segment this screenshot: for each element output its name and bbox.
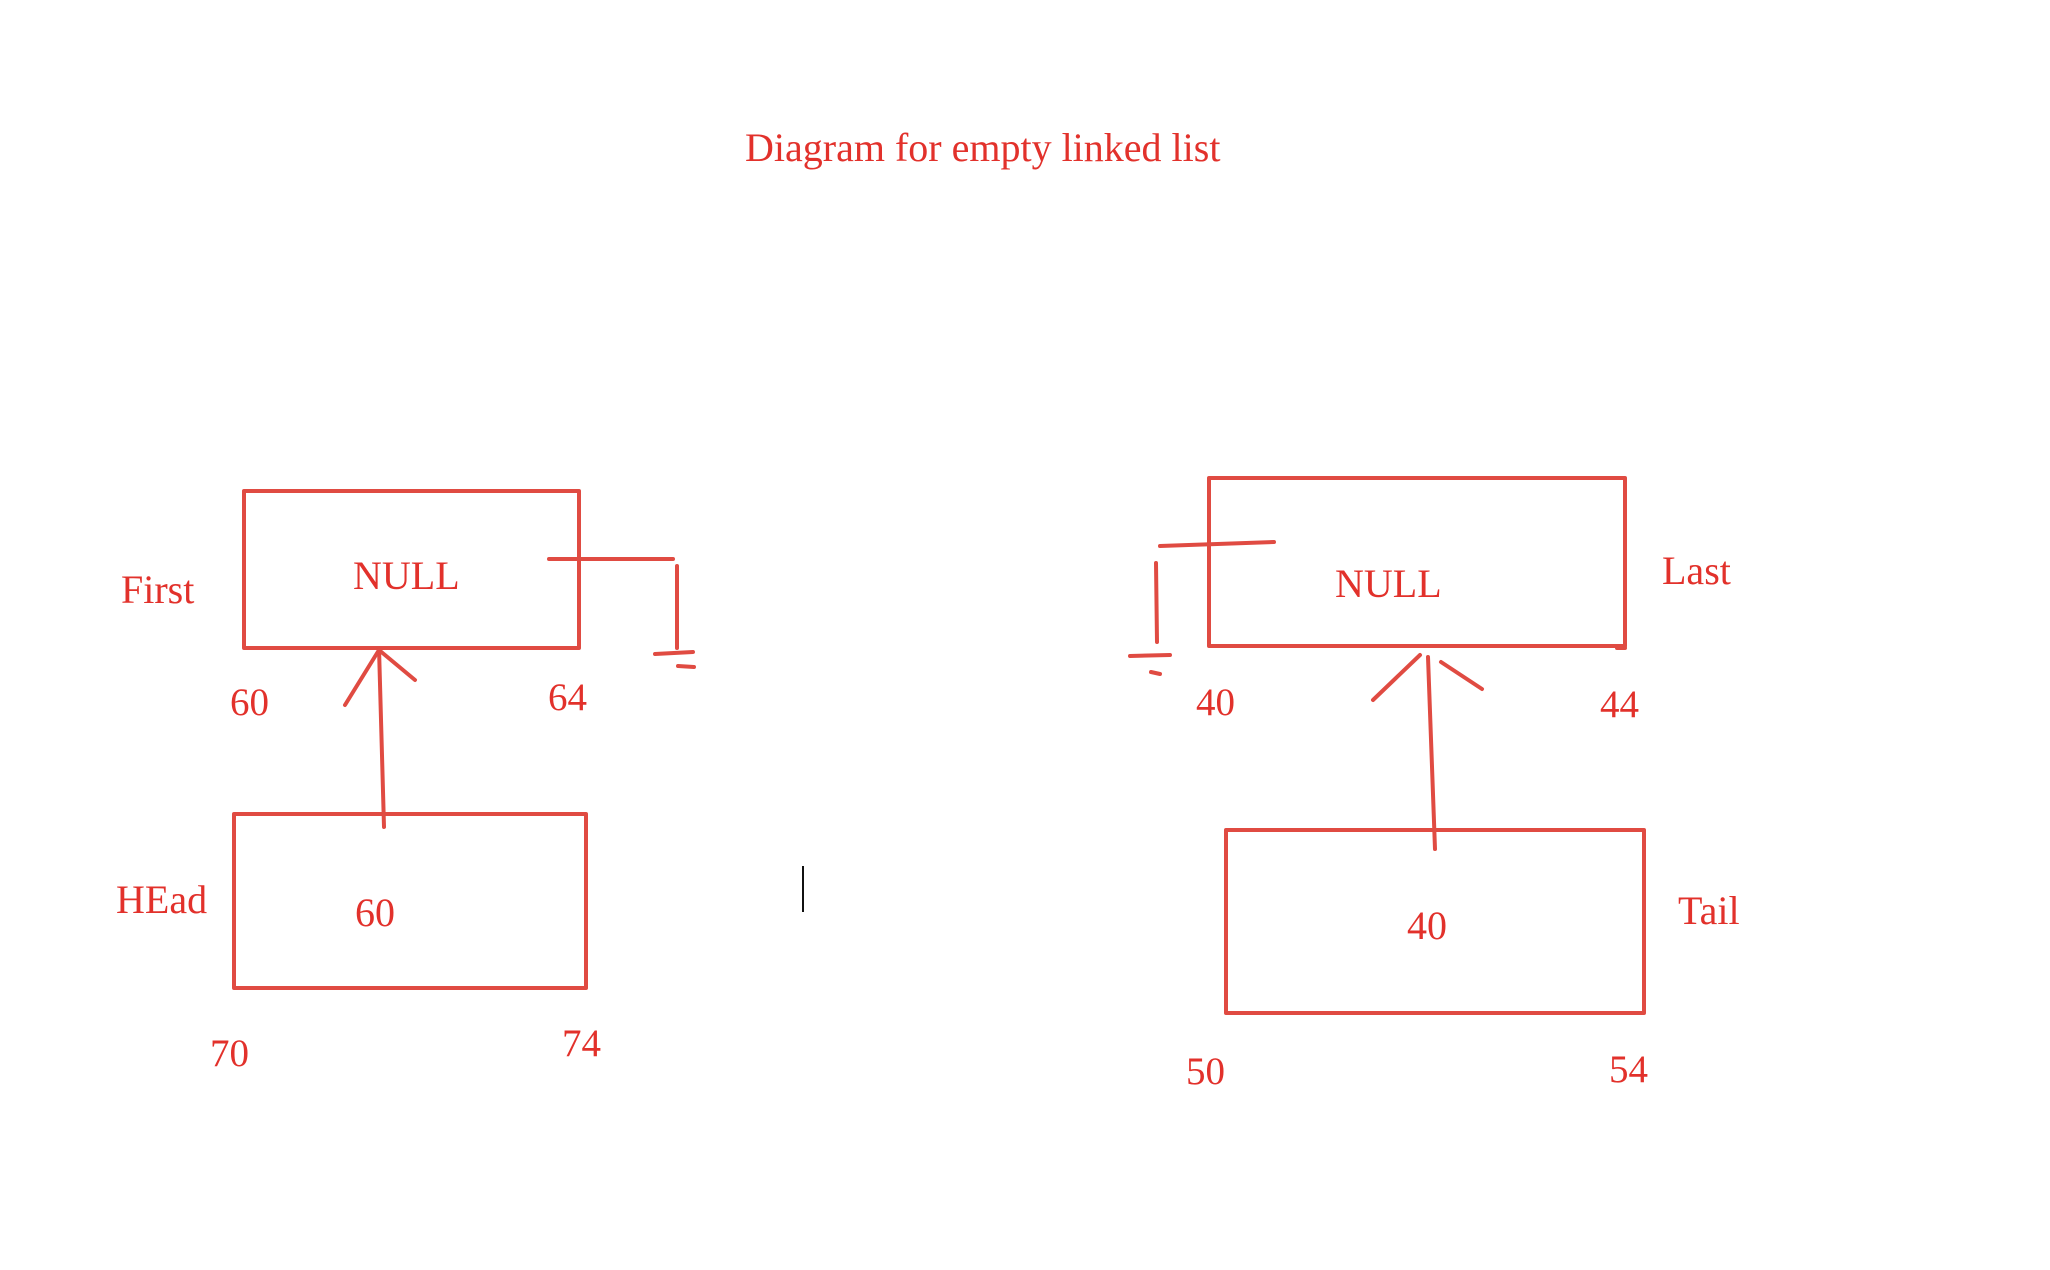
head-addr-end: 74 bbox=[562, 1022, 601, 1065]
last-addr-end: 44 bbox=[1600, 683, 1639, 726]
last-null-drop bbox=[1154, 561, 1159, 644]
first-ground-bar-2 bbox=[676, 664, 696, 669]
head-pointer-value: 60 bbox=[355, 890, 395, 935]
tail-pointer-value: 40 bbox=[1407, 903, 1447, 948]
last-addr-start: 40 bbox=[1196, 681, 1235, 724]
first-addr-start: 60 bbox=[230, 681, 269, 724]
text-cursor bbox=[802, 866, 804, 912]
tail-arrow-head-left bbox=[1371, 653, 1422, 702]
head-pointer-box bbox=[232, 812, 588, 990]
last-null-link bbox=[1158, 540, 1276, 548]
diagram-title: Diagram for empty linked list bbox=[745, 125, 1221, 170]
last-ground-bar-1 bbox=[1128, 653, 1172, 658]
head-addr-start: 70 bbox=[210, 1032, 249, 1075]
head-label: HEad bbox=[116, 877, 208, 922]
tail-addr-start: 50 bbox=[1186, 1050, 1225, 1093]
tail-arrow-shaft bbox=[1426, 655, 1437, 851]
tail-arrow-head-right bbox=[1439, 660, 1484, 691]
head-arrow-head bbox=[343, 648, 417, 707]
first-label: First bbox=[121, 567, 195, 612]
last-node-value: NULL bbox=[1335, 561, 1442, 606]
last-ground-bar-2 bbox=[1149, 670, 1162, 676]
first-addr-end: 64 bbox=[548, 676, 587, 719]
first-node-value: NULL bbox=[353, 553, 460, 598]
tail-label: Tail bbox=[1678, 888, 1740, 933]
first-node-box bbox=[242, 489, 581, 650]
last-label: Last bbox=[1662, 548, 1731, 593]
first-ground-bar-1 bbox=[653, 650, 695, 656]
head-arrow-shaft bbox=[377, 646, 386, 829]
tail-addr-end: 54 bbox=[1609, 1048, 1648, 1091]
last-node-box bbox=[1207, 476, 1627, 648]
